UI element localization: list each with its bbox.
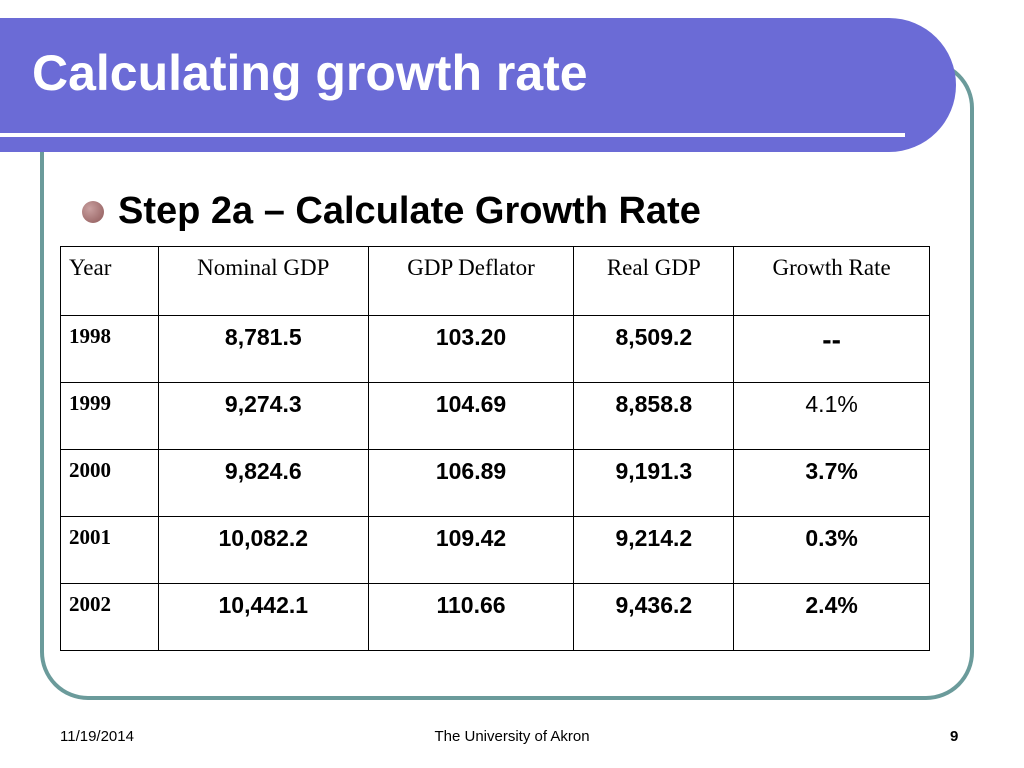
header-real-gdp: Real GDP [573, 246, 735, 316]
cell-real-gdp: 8,858.8 [573, 382, 735, 450]
table-header-row: Year Nominal GDP GDP Deflator Real GDP G… [60, 246, 930, 316]
cell-nominal-gdp: 10,442.1 [157, 583, 369, 651]
table-row: 2000 9,824.6 106.89 9,191.3 3.7% [60, 449, 930, 517]
table-row: 2002 10,442.1 110.66 9,436.2 2.4% [60, 583, 930, 651]
table-row: 1998 8,781.5 103.20 8,509.2 -- [60, 315, 930, 383]
title-underline [0, 133, 905, 137]
header-year: Year [60, 246, 159, 316]
cell-year: 2000 [60, 449, 159, 517]
header-gdp-deflator: GDP Deflator [367, 246, 575, 316]
cell-nominal-gdp: 9,274.3 [157, 382, 369, 450]
cell-growth-rate: -- [733, 315, 930, 383]
bullet-dot-icon [82, 200, 104, 223]
cell-growth-rate: 2.4% [733, 583, 930, 651]
cell-nominal-gdp: 9,824.6 [157, 449, 369, 517]
page-number: 9 [950, 728, 959, 745]
bullet-item: Step 2a – Calculate Growth Rate [82, 190, 701, 233]
cell-year: 2001 [60, 516, 159, 584]
header-nominal-gdp: Nominal GDP [157, 246, 369, 316]
cell-real-gdp: 9,191.3 [573, 449, 735, 517]
slide-title: Calculating growth rate [32, 45, 588, 101]
bullet-text: Step 2a – Calculate Growth Rate [118, 190, 701, 232]
cell-growth-rate: 0.3% [733, 516, 930, 584]
table-row: 2001 10,082.2 109.42 9,214.2 0.3% [60, 516, 930, 584]
header-growth-rate: Growth Rate [733, 246, 930, 316]
cell-real-gdp: 9,436.2 [573, 583, 735, 651]
table-row: 1999 9,274.3 104.69 8,858.8 4.1% [60, 382, 930, 450]
cell-real-gdp: 8,509.2 [573, 315, 735, 383]
cell-year: 2002 [60, 583, 159, 651]
cell-year: 1999 [60, 382, 159, 450]
cell-nominal-gdp: 10,082.2 [157, 516, 369, 584]
cell-gdp-deflator: 109.42 [367, 516, 575, 584]
footer-organization: The University of Akron [434, 728, 590, 745]
cell-growth-rate: 3.7% [733, 449, 930, 517]
title-band [0, 18, 956, 152]
cell-year: 1998 [60, 315, 159, 383]
cell-real-gdp: 9,214.2 [573, 516, 735, 584]
cell-gdp-deflator: 104.69 [367, 382, 575, 450]
cell-gdp-deflator: 103.20 [367, 315, 575, 383]
cell-gdp-deflator: 106.89 [367, 449, 575, 517]
footer-date: 11/19/2014 [60, 728, 134, 745]
cell-growth-rate: 4.1% [733, 382, 930, 450]
cell-nominal-gdp: 8,781.5 [157, 315, 369, 383]
gdp-table: Year Nominal GDP GDP Deflator Real GDP G… [60, 246, 930, 651]
cell-gdp-deflator: 110.66 [367, 583, 575, 651]
